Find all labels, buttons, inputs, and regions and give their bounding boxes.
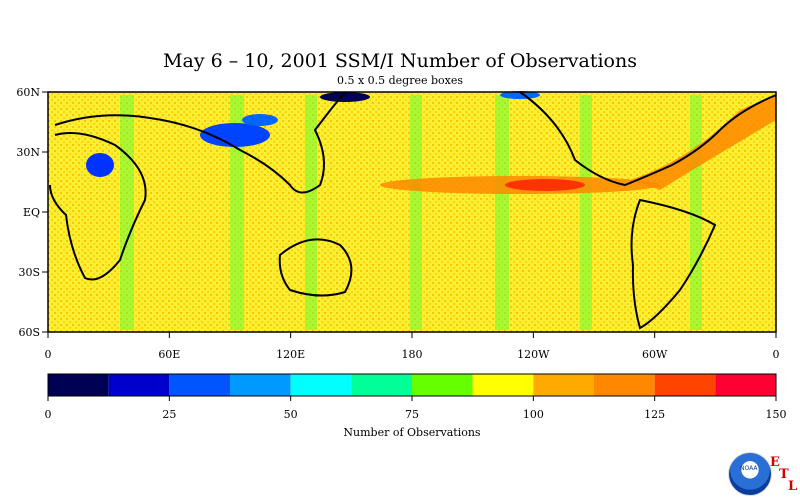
lat-label: 60N: [16, 86, 40, 99]
etl-letter-t: T: [779, 467, 789, 482]
australia-outline: [278, 238, 353, 297]
colorbar-tick-label: 125: [644, 408, 665, 421]
lon-label: 120W: [517, 348, 550, 361]
map-subtitle: 0.5 x 0.5 degree boxes: [336, 74, 464, 87]
colorbar-segment: [290, 374, 352, 396]
lon-label: 60W: [642, 348, 668, 361]
south-america-outline: [630, 198, 717, 330]
coastlines: [49, 91, 777, 330]
noaa-logo: [728, 452, 772, 496]
colorbar-segment: [412, 374, 473, 396]
colorbar-tick-label: 0: [45, 408, 52, 421]
latitude-axis: 60N 30N EQ 30S 60S: [16, 86, 48, 339]
lat-label: EQ: [23, 206, 40, 219]
colorbar-ticks: 0 25 50 75 100 125 150: [45, 396, 787, 421]
colorbar: [47, 373, 777, 397]
longitude-axis: 0 60E 120E 180 120W 60W 0: [45, 332, 780, 361]
europe-asia-outline: [54, 91, 346, 194]
etl-letter-e: E: [770, 455, 780, 470]
noaa-logo-text: NOAA: [740, 465, 758, 472]
low-observation-areas: [86, 91, 540, 177]
africa-outline: [49, 132, 147, 281]
colorbar-segment: [351, 374, 412, 396]
colorbar-label: Number of Observations: [343, 426, 481, 439]
colorbar-segment: [169, 374, 230, 396]
colorbar-segment: [108, 374, 170, 396]
colorbar-tick-label: 75: [405, 408, 419, 421]
colorbar-segment: [654, 374, 716, 396]
lat-label: 30N: [16, 146, 40, 159]
colorbar-tick-label: 150: [766, 408, 787, 421]
swath-bands: [120, 95, 702, 330]
lon-label: 0: [45, 348, 52, 361]
colorbar-tick-label: 100: [523, 408, 544, 421]
colorbar-segment: [715, 374, 776, 396]
colorbar-segment: [472, 374, 534, 396]
high-observation-band: [380, 95, 776, 194]
lat-label: 60S: [18, 326, 40, 339]
colorbar-tick-label: 50: [284, 408, 298, 421]
north-america-outline: [519, 91, 777, 187]
colorbar-tick-label: 25: [162, 408, 176, 421]
lon-label: 120E: [276, 348, 305, 361]
lon-label: 180: [402, 348, 423, 361]
colorbar-segment: [48, 374, 109, 396]
colorbar-segment: [230, 374, 291, 396]
map-title: May 6 – 10, 2001 SSM/I Number of Observa…: [163, 50, 637, 72]
colorbar-segment: [533, 374, 594, 396]
lat-label: 30S: [18, 266, 40, 279]
etl-letter-l: L: [788, 479, 798, 494]
lon-label: 60E: [158, 348, 180, 361]
colorbar-segment: [594, 374, 655, 396]
lon-label: 0: [773, 348, 780, 361]
